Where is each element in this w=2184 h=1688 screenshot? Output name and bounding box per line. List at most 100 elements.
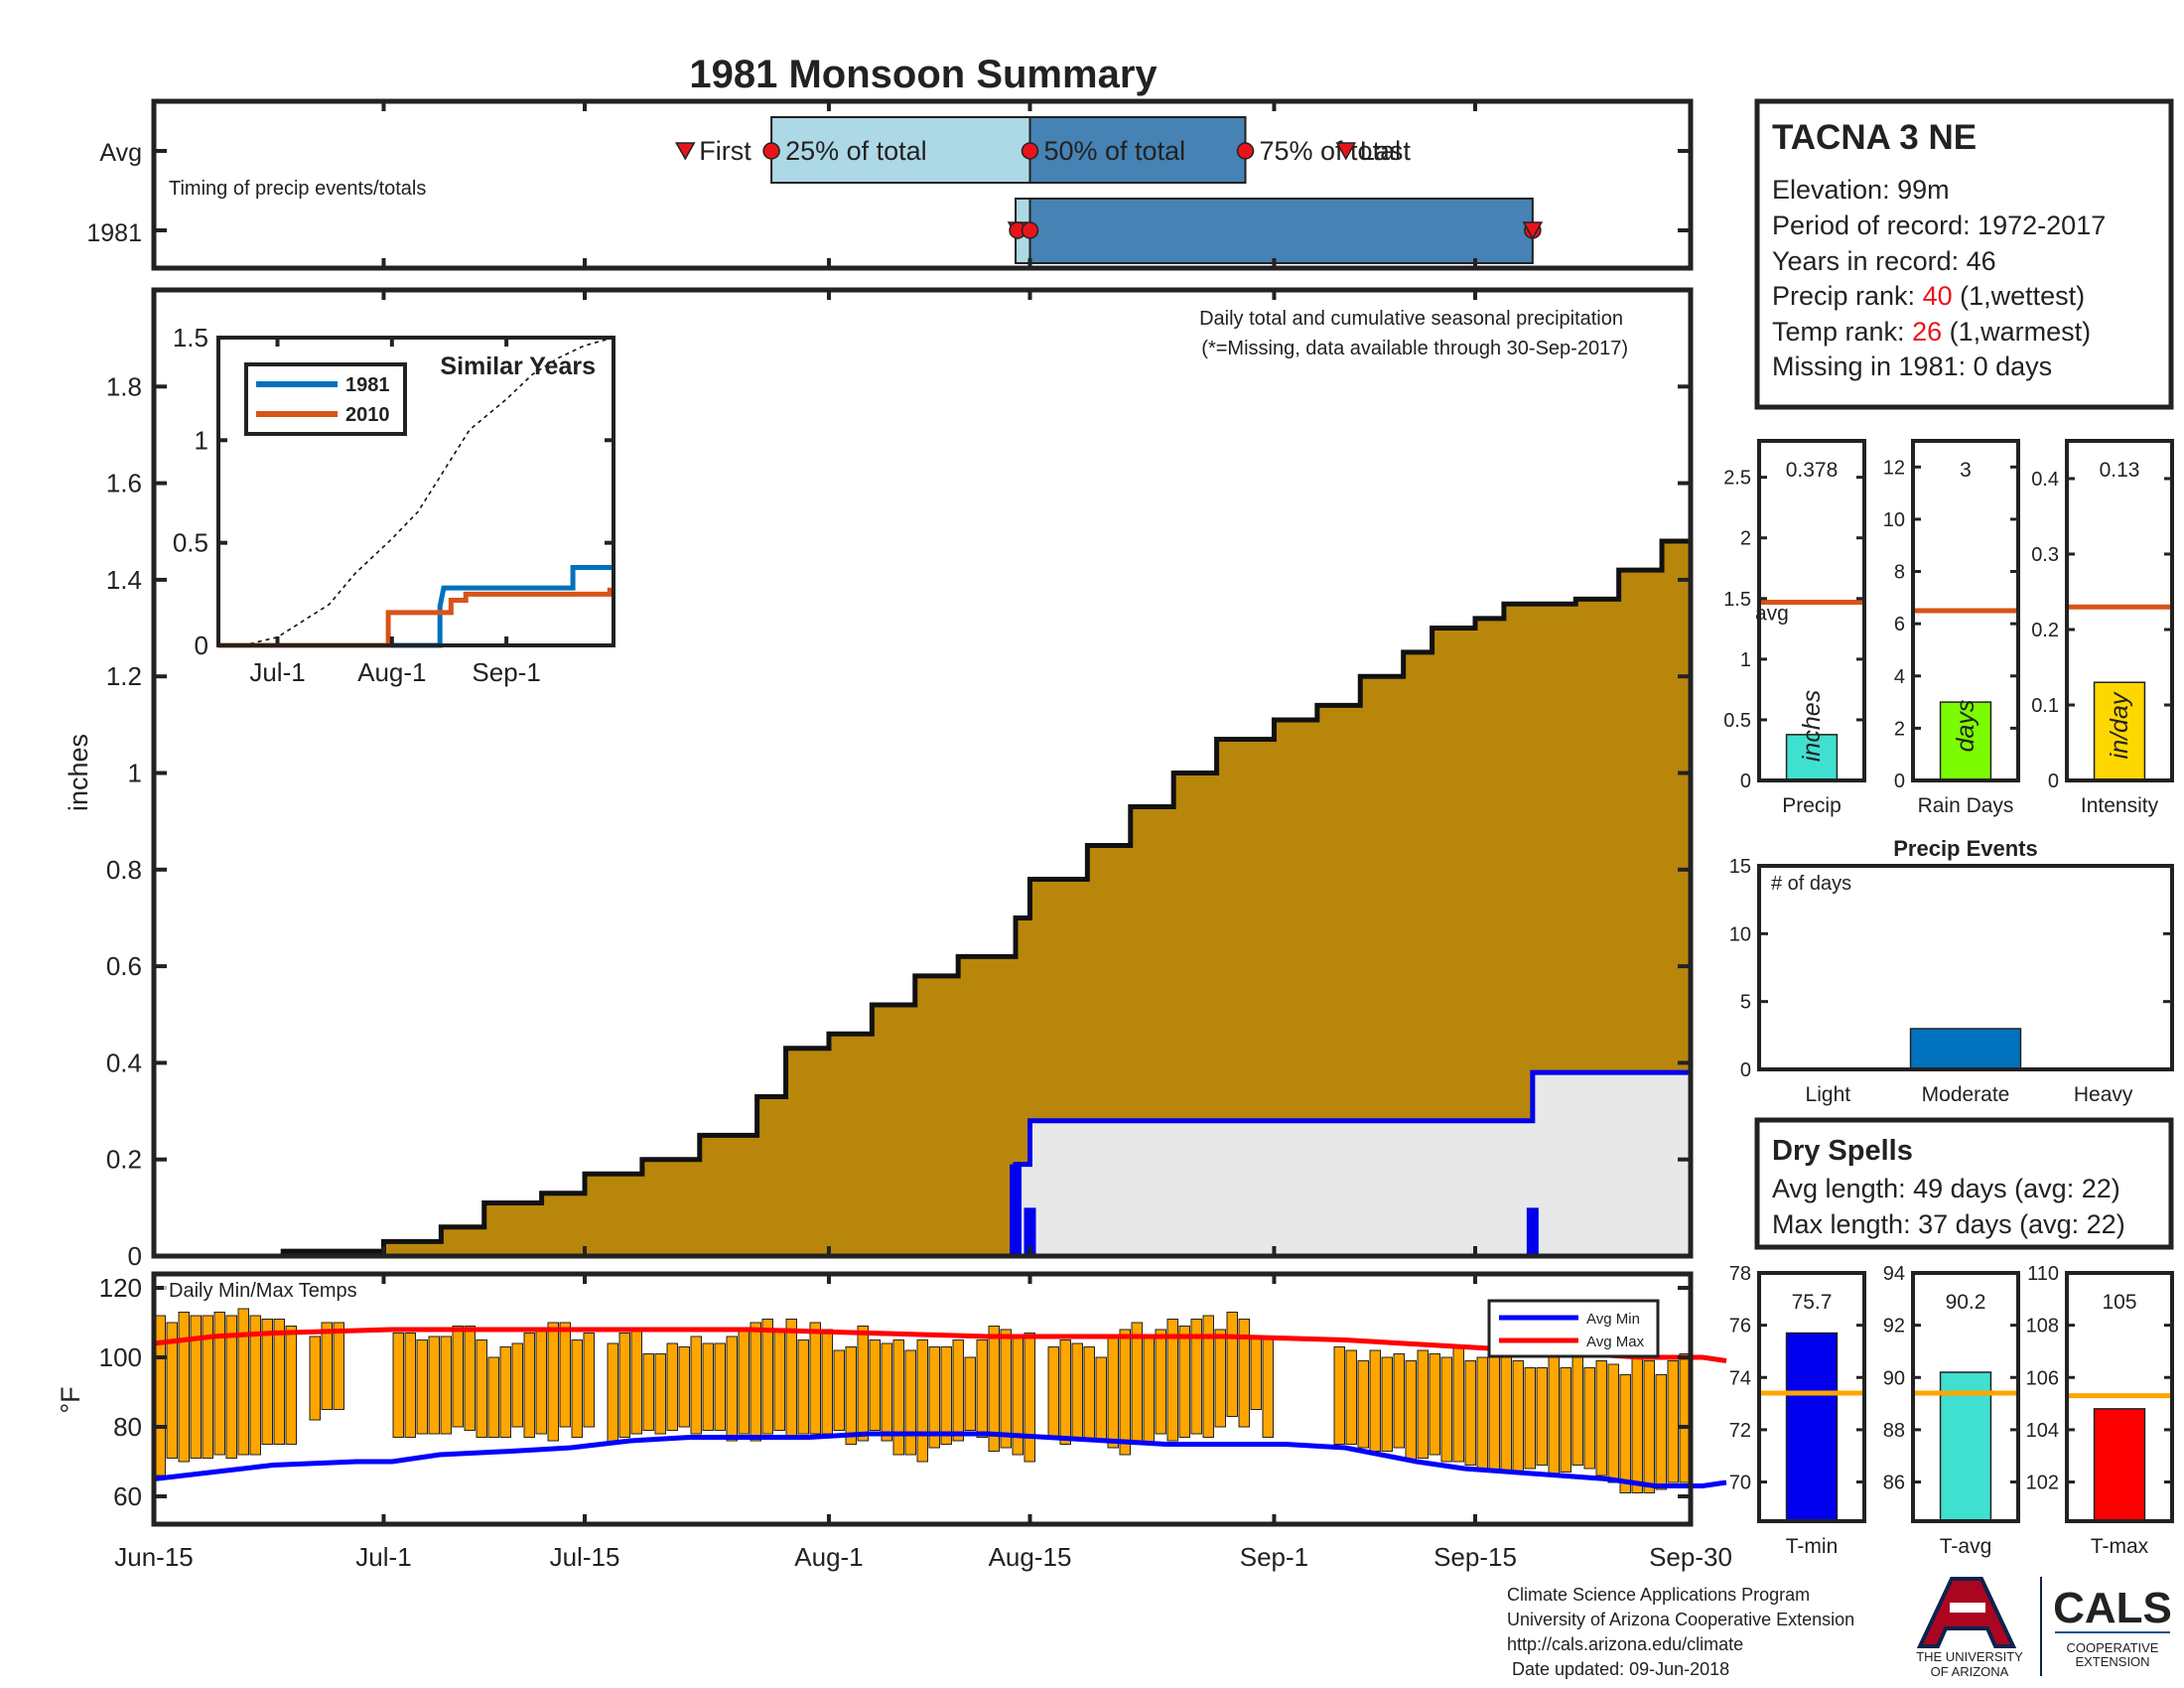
daily-temp-bar — [1393, 1353, 1405, 1449]
daily-temp-bar — [1357, 1360, 1369, 1449]
station-row-0: Elevation: 99m — [1772, 175, 1950, 205]
temps-title: Daily Min/Max Temps — [169, 1280, 357, 1302]
timing-row-label-avg: Avg — [99, 139, 142, 167]
precip-y-tick-label: 1.8 — [106, 371, 142, 401]
rain_days-frame — [1911, 439, 2020, 782]
station-frame — [1754, 98, 2174, 410]
rain_days-y-tick-label: 12 — [1883, 457, 1905, 479]
inset-y-tick-label: 0.5 — [173, 528, 208, 558]
station-row-4: Temp rank: 26 (1,warmest) — [1772, 317, 2091, 347]
precip-events-y-tick-label: 15 — [1729, 856, 1751, 878]
temps-y-tick-label: 100 — [99, 1342, 142, 1372]
daily-temp-bar — [1166, 1319, 1178, 1442]
daily-temp-bar — [559, 1322, 571, 1428]
precip_total-avg-label: avg — [1755, 602, 1789, 625]
daily-temp-bar — [1381, 1356, 1393, 1452]
daily-temp-bar — [190, 1315, 202, 1459]
intensity-category-label: Intensity — [2081, 794, 2159, 817]
precip-y-tick-label: 1.2 — [106, 661, 142, 691]
daily-temp-bar — [1655, 1374, 1667, 1490]
rain_days-unit-label: days — [1952, 700, 1979, 753]
timing-year-50-marker — [1021, 221, 1039, 239]
intensity-bar — [2093, 681, 2146, 781]
date-axis-labels: Jun-15 Jul-1 Jul-15 Aug-1 Aug-15 Sep-1 Sep-15 S… — [114, 101, 1732, 1572]
intensity-value-label: 0.13 — [2100, 459, 2140, 482]
daily-temp-bar — [321, 1322, 333, 1410]
daily-temp-bar — [213, 1312, 225, 1456]
precip_total-y-tick-label: 1.5 — [1723, 589, 1751, 611]
t_max-category-label: T-max — [2091, 1535, 2149, 1558]
precip-events-y-tick-label: 5 — [1740, 992, 1751, 1014]
t_avg-y-tick-label: 90 — [1883, 1367, 1905, 1389]
t_max-y-tick-label: 102 — [2026, 1473, 2059, 1494]
daily-temp-bar — [1178, 1326, 1190, 1438]
rain_days-y-tick-label: 4 — [1894, 666, 1905, 688]
daily-temp-bar — [154, 1315, 166, 1477]
precip-events-frame — [1757, 864, 2174, 1071]
temps-y-tick-label: 80 — [113, 1412, 142, 1442]
t_min-y-tick-label: 74 — [1729, 1367, 1751, 1389]
intensity-y-tick-label: 0.4 — [2031, 469, 2059, 491]
timing-avg-first-label: First — [699, 136, 751, 166]
daily-temp-bar — [1083, 1346, 1095, 1442]
credits: Climate Science Applications Program Uni… — [1507, 1585, 1854, 1679]
precip-events-annotation: # of days — [1771, 873, 1851, 895]
daily-temp-bar — [1119, 1329, 1131, 1456]
intensity-y-tick-label: 0 — [2048, 771, 2059, 792]
t_avg-y-tick-label: 86 — [1883, 1473, 1905, 1494]
x-tick-label: Jul-15 — [550, 1542, 620, 1572]
daily-temp-bar — [1667, 1360, 1679, 1483]
t_max-y-tick-label: 104 — [2026, 1420, 2059, 1442]
t_min-y-tick-label: 72 — [1729, 1420, 1751, 1442]
daily-temp-bar — [1583, 1367, 1595, 1470]
daily-temp-bar — [666, 1342, 678, 1431]
inset-x-tick-label: Sep-1 — [472, 657, 540, 687]
daily-temp-bar — [261, 1319, 273, 1445]
station-row-2: Years in record: 46 — [1772, 246, 1996, 276]
credit-line-3: Date updated: 09-Jun-2018 — [1507, 1659, 1729, 1679]
daily-temp-bar — [1345, 1349, 1357, 1445]
cals-logo-text: CALS — [2053, 1584, 2172, 1632]
ua-a-logo-crossbar — [1950, 1603, 1985, 1613]
station-row-3: Precip rank: 40 (1,wettest) — [1772, 281, 2085, 311]
rain_days-y-tick-label: 2 — [1894, 718, 1905, 740]
inset-title: Similar Years — [440, 352, 596, 380]
precip_total-category-label: Precip — [1782, 794, 1842, 817]
precip-frame — [151, 287, 1694, 1259]
inset-frame — [216, 336, 615, 647]
daily-temp-bar — [1250, 1336, 1262, 1410]
cals-logo: CALS COOPERATIVE EXTENSION — [2053, 1584, 2172, 1669]
daily-temp-bar — [249, 1315, 261, 1456]
daily-temp-bar — [1500, 1353, 1512, 1473]
timing-frame — [151, 98, 1694, 271]
timing-avg-75-marker — [1236, 142, 1255, 160]
daily-temp-bar — [630, 1329, 642, 1435]
x-tick-label: Sep-30 — [1649, 1542, 1732, 1572]
x-tick-label: Sep-15 — [1433, 1542, 1517, 1572]
daily-temp-bar — [178, 1312, 190, 1463]
precip-note: (*=Missing, data available through 30-Se… — [1201, 338, 1628, 359]
t_max-y-tick-label: 108 — [2026, 1316, 2059, 1337]
precip-events-category-moderate: Moderate — [1922, 1083, 2010, 1106]
timing-marks: First 25% of total 50% of total 75% of tota… — [154, 116, 1691, 264]
daily-temp-bar — [1131, 1322, 1143, 1442]
daily-temp-bar — [642, 1353, 654, 1431]
x-tick-label: Aug-1 — [794, 1542, 863, 1572]
daily-temp-bar — [1536, 1367, 1548, 1466]
temps-title-bg — [164, 1277, 382, 1303]
dry-spells-title: Dry Spells — [1772, 1135, 1913, 1167]
t_avg-y-tick-label: 88 — [1883, 1420, 1905, 1442]
t_min-frame — [1757, 1271, 1866, 1523]
t_avg-category-label: T-avg — [1940, 1535, 1992, 1558]
timing-avg-last-marker — [1335, 142, 1357, 161]
x-tick-label: Jul-1 — [355, 1542, 411, 1572]
daily-temp-bar — [1429, 1353, 1440, 1456]
daily-temp-bar — [202, 1315, 213, 1459]
daily-temp-bar — [416, 1339, 428, 1435]
rain_days-value-label: 3 — [1960, 459, 1972, 482]
daily-temp-bar — [1071, 1342, 1083, 1442]
daily-temp-bar — [976, 1339, 988, 1438]
daily-temp-bar — [1333, 1346, 1345, 1445]
daily-temp-bar — [773, 1329, 785, 1431]
